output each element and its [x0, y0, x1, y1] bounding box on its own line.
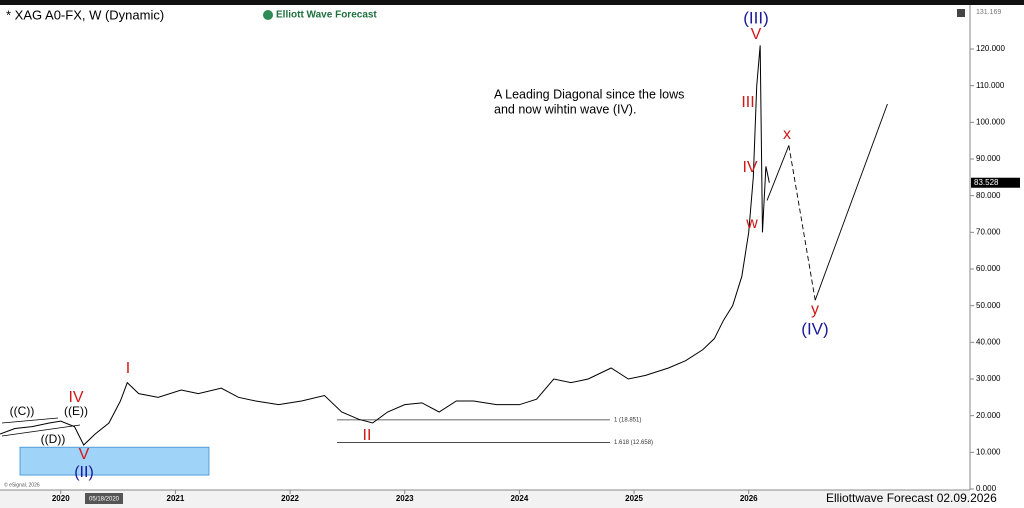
wave-label: IV — [742, 159, 757, 176]
x-tick-label: 2020 — [52, 494, 70, 503]
x-tick-label: 2025 — [625, 494, 643, 503]
copyright: © eSignal, 2026 — [4, 481, 40, 488]
y-tick-label: 60.000 — [976, 264, 1001, 273]
wave-label: (IV) — [801, 319, 828, 338]
y-tick-label: 50.000 — [976, 301, 1001, 310]
footer: Elliottwave Forecast 02.09.2026 — [826, 491, 997, 505]
y-tick-label: 110.000 — [976, 81, 1005, 90]
wave-label: II — [363, 427, 372, 444]
wave-label: V — [751, 26, 762, 43]
top-frame — [0, 0, 1024, 5]
annotation: A Leading Diagonal since the lows — [494, 87, 684, 101]
date-marker: 05/18/2020 — [89, 497, 120, 503]
last-price: 83.528 — [974, 178, 999, 187]
wave-label: ((D)) — [41, 432, 66, 446]
x-tick-label: 2026 — [740, 494, 758, 503]
triangle-line — [1, 424, 81, 437]
price-line — [0, 45, 770, 446]
projection-segment — [788, 145, 816, 301]
wave-label: IV — [68, 389, 83, 406]
logo: Elliott Wave Forecast — [276, 10, 377, 21]
wave-label: w — [745, 215, 758, 232]
x-tick-label: 2023 — [396, 494, 414, 503]
last-price-box — [971, 177, 1020, 188]
wave-label: V — [79, 446, 90, 463]
projection-segment — [766, 145, 790, 201]
x-tick-label: 2021 — [167, 494, 185, 503]
target-zone — [19, 446, 210, 476]
chart-title: * XAG A0-FX, W (Dynamic) — [6, 7, 164, 22]
y-tick-label: 90.000 — [976, 154, 1001, 163]
settings-icon — [957, 9, 965, 17]
projection-segment — [814, 103, 888, 301]
wave-label: (II) — [74, 464, 94, 481]
logo-icon — [263, 10, 273, 20]
wave-label: x — [783, 126, 791, 143]
fib-label: 1.618 (12.658) — [614, 440, 653, 446]
x-tick-label: 2022 — [281, 494, 299, 503]
y-tick-label: 0.000 — [976, 484, 997, 493]
date-marker-box — [85, 493, 123, 504]
annotation: and now wihtin wave (IV). — [494, 102, 636, 116]
wave-label: I — [126, 360, 130, 377]
wave-label: III — [741, 94, 754, 111]
triangle-line — [1, 417, 59, 424]
y-tick-label: 10.000 — [976, 447, 1001, 456]
y-tick-label: 80.000 — [976, 191, 1001, 200]
y-tick-label: 70.000 — [976, 227, 1001, 236]
y-tick-label: 20.000 — [976, 411, 1001, 420]
x-tick-label: 2024 — [510, 494, 528, 503]
wave-label: ((E)) — [64, 404, 88, 418]
wave-label: ((C)) — [10, 404, 35, 418]
x-axis-band — [0, 490, 970, 508]
wave-label: (III) — [743, 8, 769, 27]
y-tick-label: 40.000 — [976, 337, 1001, 346]
y-tick-label: 100.000 — [976, 117, 1005, 126]
y-tick-label: 120.000 — [976, 44, 1005, 53]
fib-label: 1 (18.851) — [614, 417, 641, 423]
y-tick-label: 30.000 — [976, 374, 1001, 383]
high-label: 131.169 — [976, 9, 1001, 16]
wave-label: y — [811, 301, 819, 318]
